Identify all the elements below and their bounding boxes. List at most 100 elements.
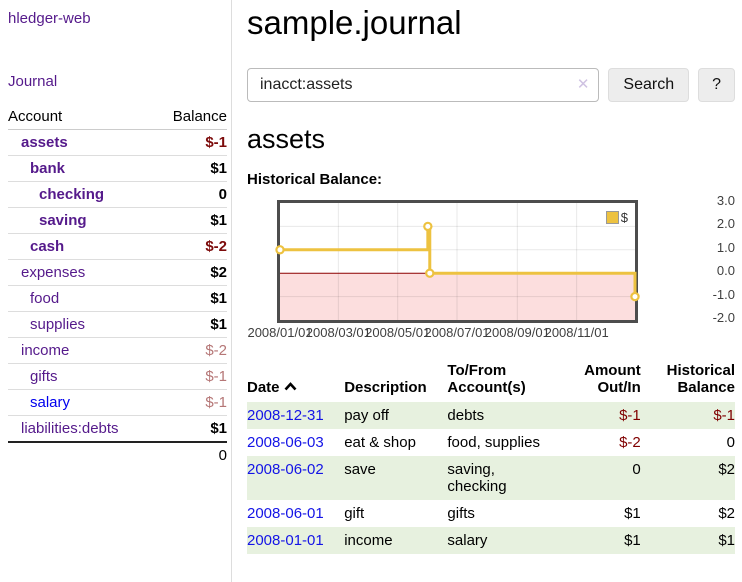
transaction-row: 2008-06-01 gift gifts $1 $2 [247, 500, 735, 527]
main-content: sample.journal ✕ Search ? assets Histori… [232, 0, 742, 582]
transaction-row: 2008-12-31 pay off debts $-1 $-1 [247, 402, 735, 429]
account-link-assets[interactable]: assets [21, 134, 68, 151]
account-link-salary[interactable]: salary [30, 394, 71, 411]
transaction-amount: $-2 [619, 434, 641, 451]
x-tick-label: 2008/11/01 [544, 325, 609, 340]
account-row: saving $1 [8, 207, 227, 234]
x-tick-label: 2008/09/01 [484, 325, 550, 340]
legend-label: $ [620, 210, 628, 225]
sidebar: hledger-web Journal Account Balance asse… [0, 0, 232, 582]
x-tick-label: 2008/05/01 [365, 325, 431, 340]
accounts-total-row: 0 [8, 441, 227, 468]
account-link-liabilities-debts[interactable]: liabilities:debts [21, 420, 119, 437]
y-tick-label: 0.0 [716, 263, 735, 279]
transaction-balance: 0 [726, 434, 735, 451]
register-header-amount: Amount Out/In [584, 362, 641, 396]
account-balance: $-1 [205, 134, 227, 151]
transaction-date-link[interactable]: 2008-01-01 [247, 532, 324, 549]
accounts-header-account: Account [8, 104, 155, 130]
transaction-accounts: gifts [447, 505, 475, 522]
sort-ascending-icon [284, 378, 297, 395]
transaction-accounts: salary [447, 532, 488, 549]
transaction-accounts: food, supplies [447, 434, 540, 451]
transaction-description: income [344, 532, 393, 549]
register-header-balance: Historical Balance [666, 362, 735, 396]
account-balance: $1 [210, 420, 227, 437]
y-tick-label: 1.0 [716, 239, 735, 255]
transaction-description: save [344, 461, 376, 478]
y-tick-label: -1.0 [712, 286, 735, 302]
account-row: expenses $2 [8, 259, 227, 286]
chart-legend: $ [603, 209, 630, 226]
account-link-gifts[interactable]: gifts [30, 368, 58, 385]
account-row: gifts $-1 [8, 363, 227, 390]
x-tick-label: 2008/01/01 [247, 325, 313, 340]
account-balance: $-2 [205, 238, 227, 255]
y-tick-label: 3.0 [716, 193, 735, 208]
account-row: bank $1 [8, 155, 227, 182]
account-heading: assets [247, 124, 326, 154]
search-button[interactable]: Search [608, 68, 690, 102]
account-balance: $1 [210, 212, 227, 229]
account-row: cash $-2 [8, 233, 227, 260]
account-link-cash[interactable]: cash [30, 238, 65, 255]
account-balance: $1 [210, 316, 227, 333]
account-row: checking 0 [8, 181, 227, 208]
transaction-date-link[interactable]: 2008-12-31 [247, 407, 324, 424]
search-input[interactable] [247, 68, 600, 102]
sidebar-item-journal[interactable]: Journal [8, 73, 58, 90]
chart-plot-area: $ [275, 200, 640, 323]
chart-label: Historical Balance: [247, 171, 383, 188]
transaction-balance: $1 [718, 532, 735, 549]
account-link-income[interactable]: income [21, 342, 70, 359]
transaction-accounts: debts [447, 407, 485, 424]
transaction-date-link[interactable]: 2008-06-01 [247, 505, 324, 522]
transaction-accounts: saving, checking [447, 461, 507, 495]
transaction-date-link[interactable]: 2008-06-02 [247, 461, 324, 478]
account-link-expenses[interactable]: expenses [21, 264, 86, 281]
account-balance: $1 [210, 160, 227, 177]
transaction-row: 2008-06-03 eat & shop food, supplies $-2… [247, 429, 735, 456]
accounts-table: Account Balance assets $-1 bank $1 check… [8, 104, 227, 468]
account-row: liabilities:debts $1 [8, 415, 227, 443]
register-header-description: Description [344, 379, 427, 396]
accounts-total-value: 0 [154, 441, 227, 468]
account-balance: $2 [210, 264, 227, 281]
app-title-link[interactable]: hledger-web [8, 10, 91, 27]
account-link-supplies[interactable]: supplies [30, 316, 86, 333]
account-row: food $1 [8, 285, 227, 312]
account-row: income $-2 [8, 337, 227, 364]
x-tick-label: 2008/03/01 [305, 325, 371, 340]
account-link-saving[interactable]: saving [39, 212, 87, 229]
x-tick-label: 2008/07/01 [424, 325, 490, 340]
transaction-date-link[interactable]: 2008-06-03 [247, 434, 324, 451]
account-link-bank[interactable]: bank [30, 160, 66, 177]
transaction-balance: $-1 [713, 407, 735, 424]
legend-swatch [605, 211, 619, 224]
y-tick-label: -2.0 [712, 310, 735, 325]
account-balance: $-1 [205, 394, 227, 411]
account-link-checking[interactable]: checking [39, 186, 105, 203]
transaction-amount: $-1 [619, 407, 641, 424]
transaction-balance: $2 [718, 505, 735, 522]
help-button[interactable]: ? [698, 68, 735, 102]
register-header-date: Date [247, 358, 344, 402]
transaction-row: 2008-06-02 save saving, checking 0 $2 [247, 456, 735, 500]
y-tick-label: 2.0 [716, 216, 735, 232]
transaction-amount: $1 [624, 505, 641, 522]
account-row: assets $-1 [8, 130, 227, 156]
account-balance: $-1 [205, 368, 227, 385]
transaction-row: 2008-01-01 income salary $1 $1 [247, 527, 735, 554]
account-balance: $-2 [205, 342, 227, 359]
account-balance: 0 [218, 186, 227, 203]
transaction-description: gift [344, 505, 365, 522]
historical-balance-chart: 3.0 2.0 1.0 0.0 -1.0 -2.0 $ 2008/01/01 2008/03… [247, 194, 735, 341]
transaction-description: eat & shop [344, 434, 416, 451]
accounts-header-balance: Balance [154, 104, 227, 130]
account-balance: $1 [210, 290, 227, 307]
clear-search-icon[interactable]: ✕ [576, 76, 590, 93]
account-row: supplies $1 [8, 311, 227, 338]
account-link-food[interactable]: food [30, 290, 60, 307]
chart-canvas [275, 203, 640, 320]
